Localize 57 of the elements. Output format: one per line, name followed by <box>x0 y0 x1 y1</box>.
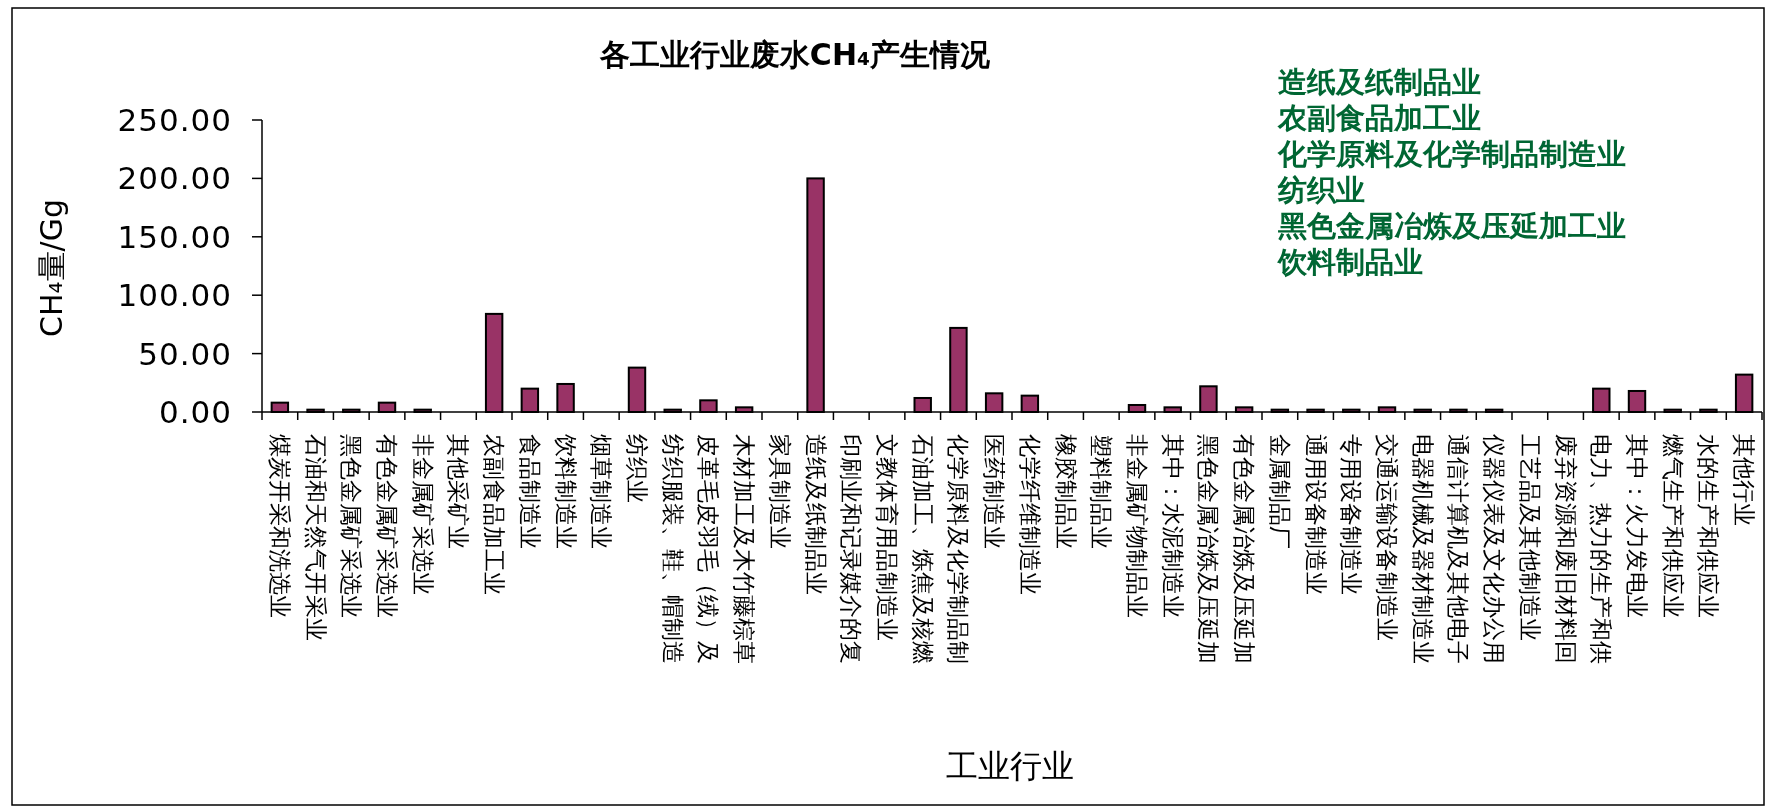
x-tick-label: 文教体育用品制造业 <box>874 434 900 641</box>
annotation: 黑色金属冶炼及压延加工业 <box>1277 209 1626 243</box>
x-axis-title: 工业行业 <box>946 747 1074 785</box>
annotation: 饮料制品业 <box>1277 245 1423 279</box>
text: 造纸及纸制品业 <box>1278 65 1481 99</box>
x-tick-label: 造纸及纸制品业 <box>802 434 829 595</box>
x-tick-label: 黑色金属冶炼及压延加 <box>1195 434 1222 664</box>
x-tick-label: 通信计算机及其他电子 <box>1445 434 1472 664</box>
x-tick-label: 专用设备制造业 <box>1338 434 1365 595</box>
x-tick-label: 家具制造业 <box>766 434 793 549</box>
x-tick-label: 工艺品及其他制造业 <box>1516 434 1543 641</box>
x-tick-label: 印刷业和记录媒介的复 <box>838 434 865 664</box>
x-tick-label: 石油加工、炼焦及核燃 <box>909 434 936 664</box>
x-tick-label: 其他行业 <box>1731 434 1758 526</box>
x-tick-label: 石油和天然气开采业 <box>302 434 329 641</box>
x-tick-label: 医药制造业 <box>981 434 1008 549</box>
x-tick-label: 有色金属矿采选业 <box>374 434 400 618</box>
x-tick-label: 农副食品加工业 <box>481 434 508 595</box>
x-tick-label: 纺织业 <box>624 434 650 503</box>
y-tick-label: 200.00 <box>117 160 232 197</box>
x-tick-label: 非金属矿采选业 <box>409 434 436 595</box>
annotation: 化学原料及化学制品制造业 <box>1277 137 1626 171</box>
annotation: 纺织业 <box>1277 173 1365 207</box>
x-tick-label: 其中：火力发电业 <box>1624 434 1650 618</box>
x-tick-label: 其中：水泥制造业 <box>1159 434 1186 618</box>
x-tick-label: 电器机械及器材制造业 <box>1409 434 1436 664</box>
x-tick-label: 烟草制造业 <box>588 434 615 549</box>
x-tick-label: 木材加工及木竹藤棕草 <box>731 434 758 664</box>
y-axis-title: CH₄量/Gg <box>34 199 69 337</box>
x-tick-label: 塑料制品业 <box>1088 434 1115 549</box>
chart-title: 各工业行业废水CH₄产生情况 <box>598 37 992 72</box>
x-tick-label: 其他采矿业 <box>445 434 472 549</box>
x-tick-label: 非金属矿物制品业 <box>1124 434 1150 618</box>
x-tick-label: 皮革毛皮羽毛（绒）及 <box>695 434 722 664</box>
x-tick-label: 电力、热力的生产和供 <box>1588 434 1615 664</box>
x-tick-label: 饮料制造业 <box>552 433 579 549</box>
y-tick-label: 100.00 <box>117 277 232 314</box>
x-tick-label: 废弃资源和废旧材料回 <box>1552 434 1579 664</box>
x-tick-label: 水的生产和供应业 <box>1695 434 1722 618</box>
y-tick-label: 50.00 <box>138 335 232 372</box>
y-tick-label: 150.00 <box>117 218 232 255</box>
x-tick-label: 食品制造业 <box>516 434 543 549</box>
x-tick-label: 黑色金属矿采选业 <box>338 434 365 618</box>
x-tick-label: 燃气生产和供应业 <box>1659 434 1686 618</box>
y-tick-label: 0.00 <box>158 394 232 430</box>
x-tick-label: 有色金属冶炼及压延加 <box>1231 434 1258 664</box>
x-tick-label: 仪器仪表及文化办公用 <box>1481 434 1508 664</box>
y-tick-label: 250.00 <box>117 102 232 138</box>
annotation: 农副食品加工业 <box>1277 101 1481 135</box>
x-tick-label: 纺织服装、鞋、帽制造 <box>659 434 686 664</box>
x-tick-label: 橡胶制品业 <box>1052 434 1079 549</box>
x-tick-label: 交通运输设备制造业 <box>1374 434 1400 641</box>
x-tick-label: 金属制品厂 <box>1266 434 1293 549</box>
x-tick-label: 煤炭开采和洗选业 <box>266 434 293 618</box>
x-tick-label: 化学纤维制造业 <box>1016 434 1043 595</box>
x-tick-label: 化学原料及化学制品制 <box>945 434 972 664</box>
x-tick-label: 通用设备制造业 <box>1302 434 1329 595</box>
